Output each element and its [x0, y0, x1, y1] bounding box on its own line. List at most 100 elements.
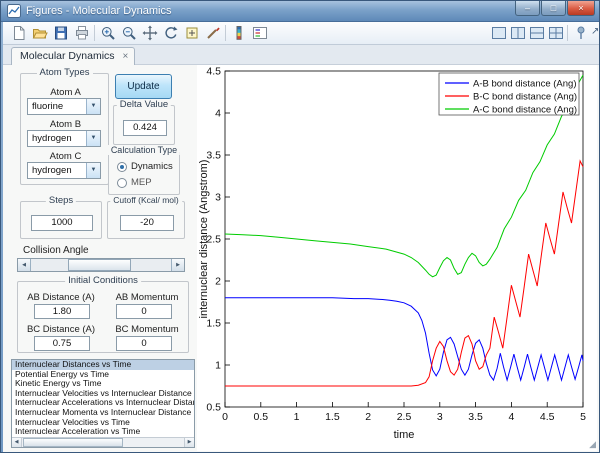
tile-columns-icon [511, 27, 525, 39]
zoom-out-button[interactable] [119, 24, 139, 43]
minimize-button[interactable]: – [515, 1, 540, 16]
svg-text:1.5: 1.5 [206, 318, 221, 330]
delta-value-groupbox: Delta Value 0.424 [113, 99, 175, 145]
svg-text:3: 3 [215, 192, 221, 204]
list-item[interactable]: Internuclear Velocities vs Time [15, 417, 130, 427]
rotate-3d-icon [165, 26, 178, 39]
svg-text:A-B bond distance (Ang): A-B bond distance (Ang) [473, 79, 577, 90]
svg-text:4: 4 [508, 411, 514, 423]
calculation-type-title: Calculation Type [107, 145, 181, 155]
tile-rows-icon [530, 27, 544, 39]
figure-content: Atom Types Atom A fluorine ▼ Atom B hydr… [3, 65, 599, 452]
brush-data-icon [207, 27, 220, 39]
atom-b-dropdown[interactable]: hydrogen ▼ [27, 130, 101, 147]
new-figure-button[interactable] [9, 24, 29, 43]
cutoff-field[interactable]: -20 [120, 215, 174, 231]
maximize-button[interactable]: □ [541, 1, 566, 16]
toolbar-separator [94, 25, 95, 41]
open-file-button[interactable] [30, 24, 50, 43]
chevron-down-icon[interactable]: ▼ [86, 163, 100, 178]
scroll-right-arrow-icon[interactable]: ▶ [184, 438, 194, 447]
chevron-down-icon[interactable]: ▼ [86, 99, 100, 114]
list-item[interactable]: Kinetic Energy vs Time [15, 379, 102, 389]
list-item[interactable]: Internuclear Distances vs Time [12, 360, 194, 370]
list-item[interactable]: Internuclear Velocities vs Internuclear … [15, 388, 192, 398]
collision-angle-label: Collision Angle [23, 245, 89, 256]
scrollbar-thumb[interactable] [23, 438, 124, 447]
tile-columns-button[interactable] [508, 24, 528, 43]
bc-distance-field[interactable]: 0.75 [34, 336, 90, 351]
tab-close-icon[interactable]: × [122, 51, 129, 62]
chevron-down-icon[interactable]: ▼ [86, 131, 100, 146]
atom-b-value: hydrogen [32, 133, 72, 144]
horizontal-scrollbar[interactable]: ◀ ▶ [12, 437, 194, 447]
svg-text:B-C bond distance (Ang): B-C bond distance (Ang) [473, 92, 577, 103]
save-figure-button[interactable] [51, 24, 71, 43]
delta-value-title: Delta Value [116, 99, 172, 110]
radio-dynamics-label: Dynamics [131, 161, 173, 172]
list-item[interactable]: Potential Energy vs Time [15, 369, 110, 379]
save-figure-icon [55, 26, 67, 40]
tab-label: Molecular Dynamics [20, 50, 115, 62]
brush-data-button[interactable] [203, 24, 223, 43]
data-cursor-icon [186, 27, 198, 39]
svg-text:time: time [394, 429, 415, 441]
close-button[interactable]: × [567, 1, 595, 16]
list-item[interactable]: Internuclear Momenta vs Internuclear Dis… [15, 407, 192, 417]
tab-strip: Molecular Dynamics × [3, 45, 599, 65]
ab-distance-field[interactable]: 1.80 [34, 304, 90, 319]
svg-text:1: 1 [215, 360, 221, 372]
tile-rows-button[interactable] [527, 24, 547, 43]
svg-text:2: 2 [365, 411, 371, 423]
rotate-3d-button[interactable] [161, 24, 181, 43]
svg-text:1: 1 [294, 411, 300, 423]
data-cursor-button[interactable] [182, 24, 202, 43]
tile-grid-icon [549, 27, 563, 39]
corner-grip-icon[interactable]: ◢ [589, 439, 596, 449]
delta-value-field[interactable]: 0.424 [123, 120, 167, 136]
tile-grid-button[interactable] [546, 24, 566, 43]
atom-a-dropdown[interactable]: fluorine ▼ [27, 98, 101, 115]
atom-c-dropdown[interactable]: hydrogen ▼ [27, 162, 101, 179]
zoom-in-button[interactable] [98, 24, 118, 43]
bc-momentum-field[interactable]: 0 [116, 336, 172, 351]
radio-selected-icon [117, 161, 127, 172]
atom-c-value: hydrogen [32, 165, 72, 176]
scroll-left-arrow-icon[interactable]: ◀ [12, 438, 22, 447]
slider-thumb[interactable] [67, 259, 131, 271]
list-item[interactable]: Internuclear Accelerations vs Internucle… [15, 398, 194, 408]
slider-right-arrow-icon[interactable]: ▶ [171, 259, 184, 271]
radio-mep[interactable]: MEP [117, 177, 152, 188]
radio-dynamics[interactable]: Dynamics [117, 161, 173, 172]
md-plot[interactable]: 0 0.5 1 1.5 2 2.5 3 3.5 4 4.5 50.511.522.533.544.5… [197, 65, 595, 449]
svg-text:internuclear distance (Angstro: internuclear distance (Angstrom) [198, 160, 210, 319]
insert-colorbar-icon [236, 26, 242, 40]
steps-field[interactable]: 1000 [31, 215, 93, 231]
slider-left-arrow-icon[interactable]: ◀ [18, 259, 31, 271]
svg-text:2.5: 2.5 [206, 234, 221, 246]
print-figure-button[interactable] [72, 24, 92, 43]
svg-text:4.5: 4.5 [206, 66, 221, 78]
zoom-in-icon [102, 27, 115, 40]
undock-arrow-icon[interactable]: ↗ [591, 26, 600, 37]
title-bar[interactable]: Figures - Molecular Dynamics – □ × [1, 1, 599, 22]
update-button[interactable]: Update [115, 74, 172, 99]
pan-icon [142, 25, 158, 41]
tab-molecular-dynamics[interactable]: Molecular Dynamics × [11, 47, 136, 65]
pan-button[interactable] [140, 24, 160, 43]
svg-text:1.5: 1.5 [325, 411, 340, 423]
dock-pin-button[interactable] [571, 24, 591, 43]
insert-legend-button[interactable] [250, 24, 270, 43]
ab-momentum-label: AB Momentum [115, 292, 179, 303]
tile-single-button[interactable] [489, 24, 509, 43]
toolbar-separator [567, 25, 568, 41]
insert-colorbar-button[interactable] [229, 24, 249, 43]
ab-momentum-field[interactable]: 0 [116, 304, 172, 319]
list-item[interactable]: Internuclear Acceleration vs Time [15, 427, 141, 437]
collision-angle-slider[interactable]: ◀ ▶ [17, 258, 185, 272]
plot-type-listbox[interactable]: Internuclear Distances vs Time Potential… [11, 359, 195, 448]
atom-types-groupbox: Atom Types Atom A fluorine ▼ Atom B hydr… [20, 67, 109, 185]
svg-text:4: 4 [215, 108, 221, 120]
svg-text:4.5: 4.5 [540, 411, 555, 423]
